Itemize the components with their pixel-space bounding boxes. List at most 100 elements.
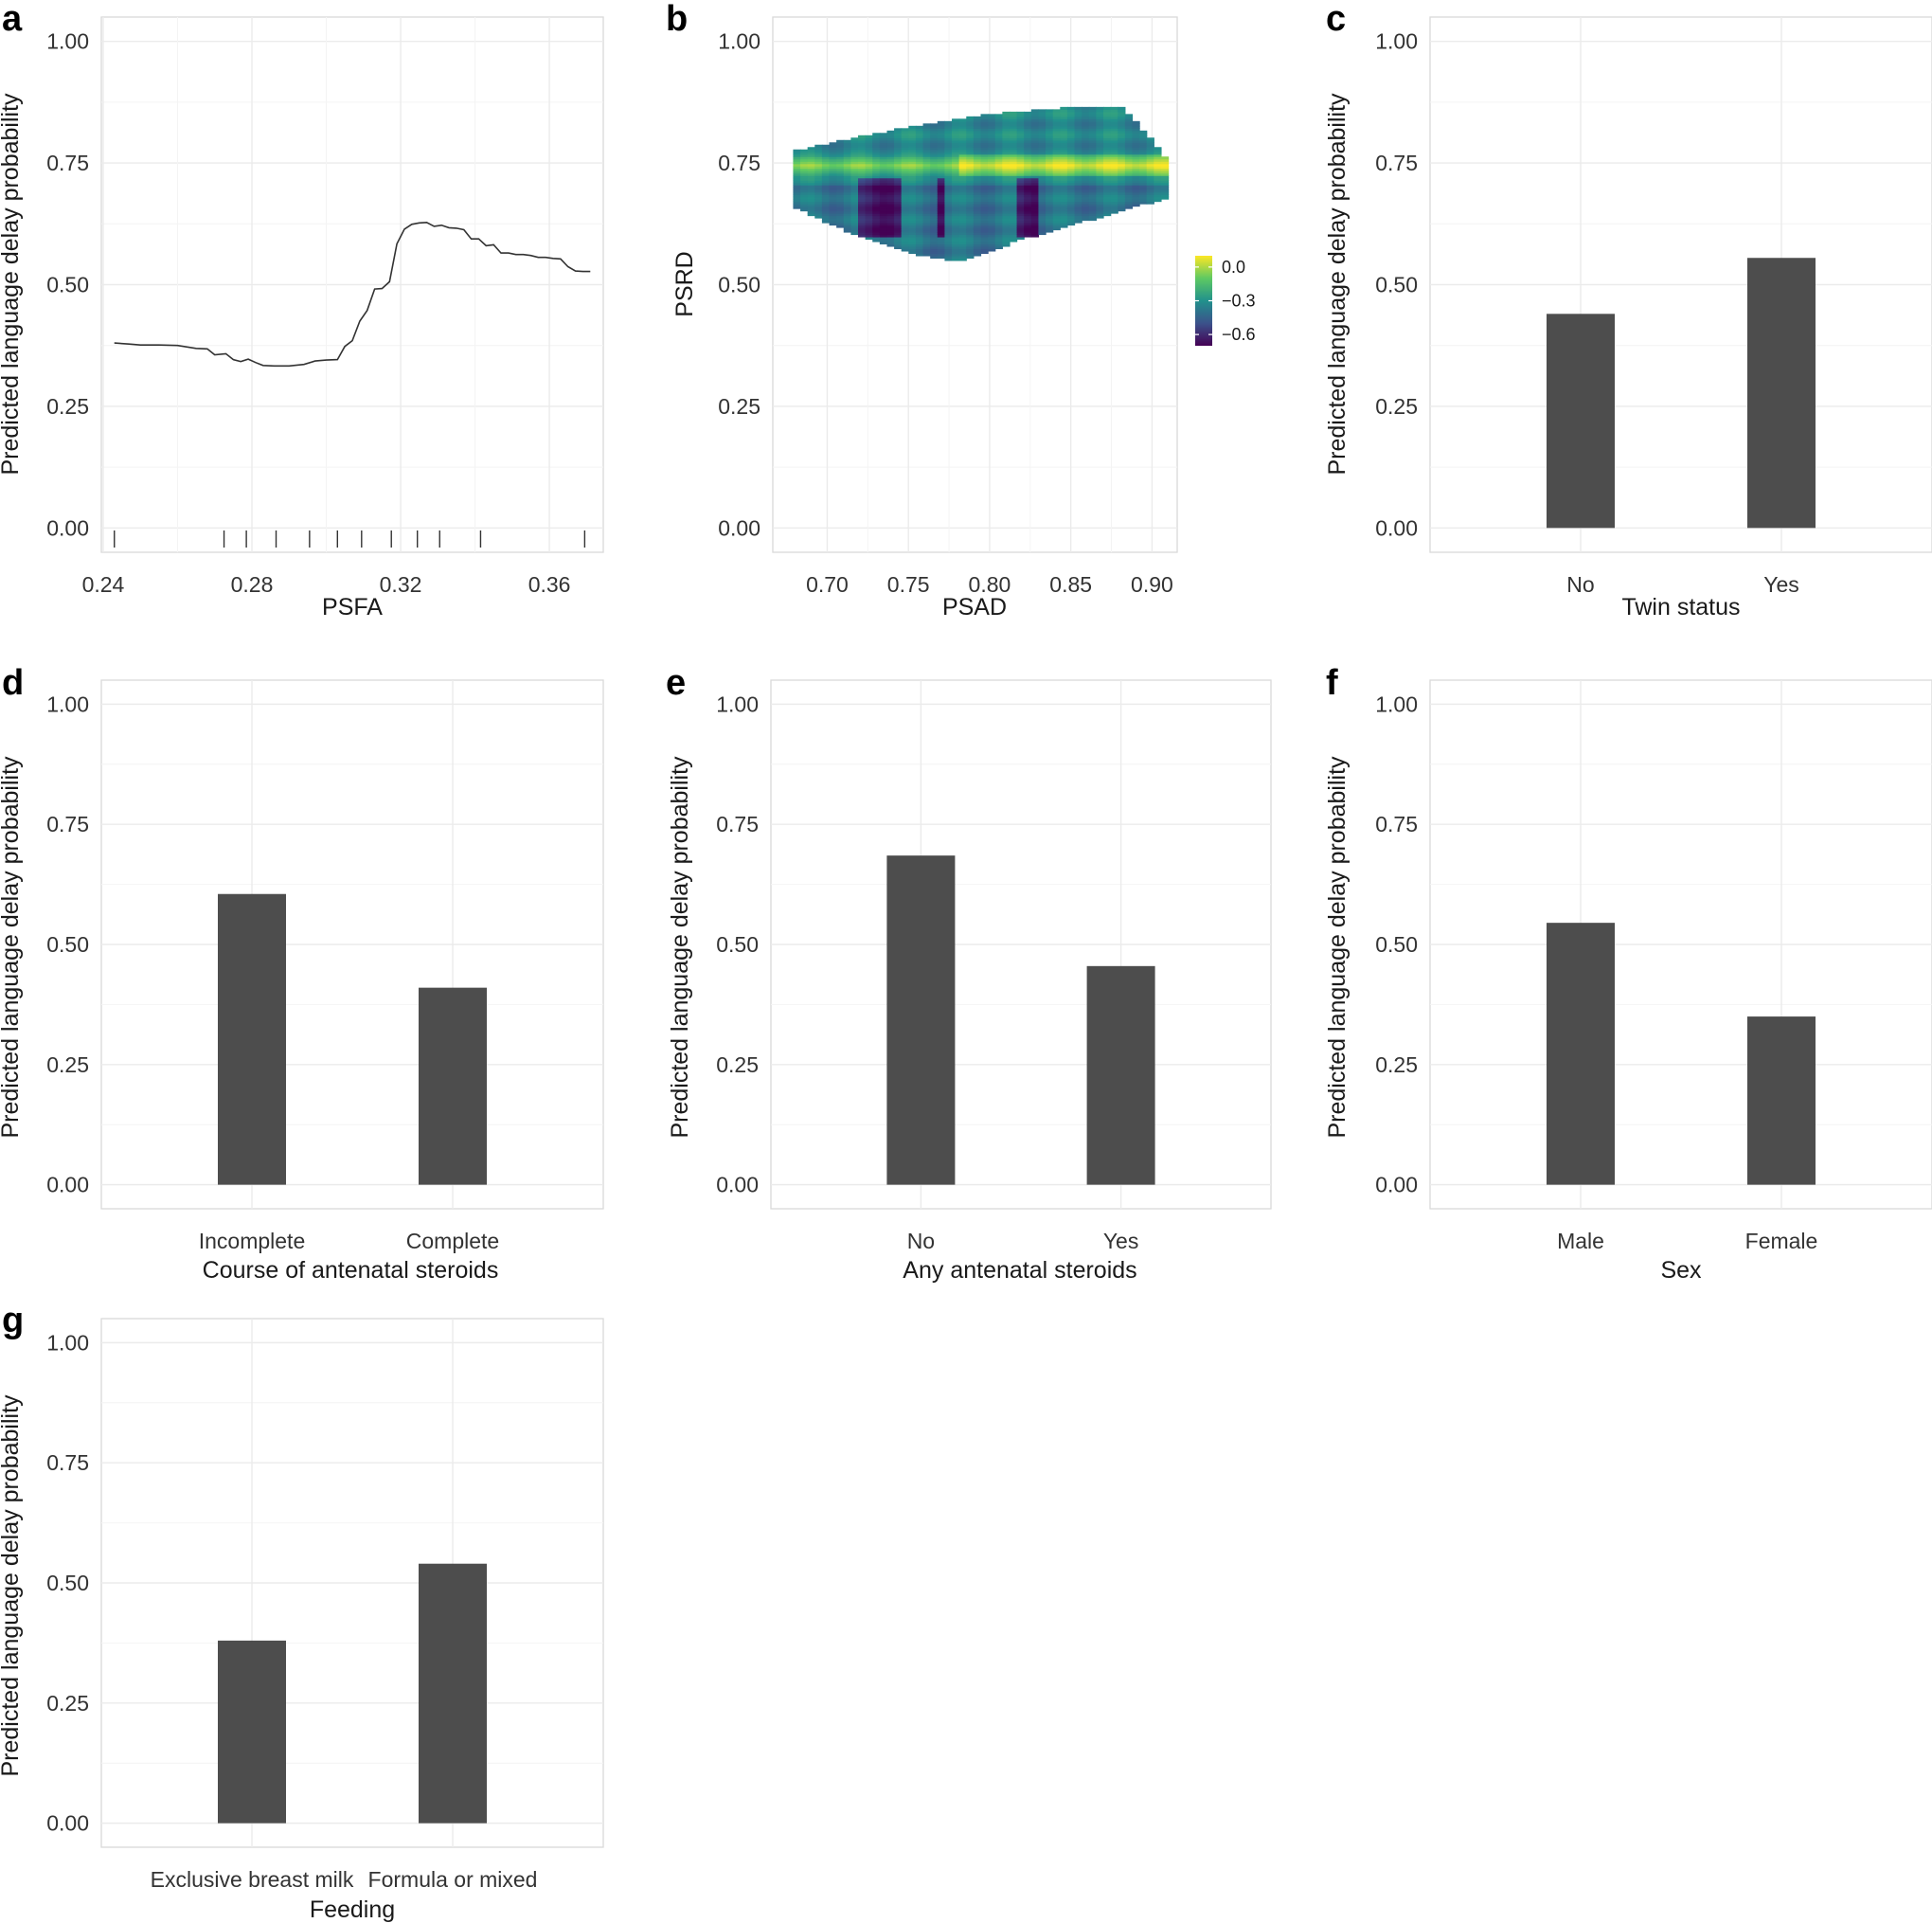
heatmap-cell <box>879 199 888 203</box>
heatmap-cell <box>1052 114 1061 117</box>
heatmap-cell <box>807 149 815 153</box>
heatmap-cell <box>1024 204 1032 207</box>
heatmap-cell <box>865 196 873 200</box>
heatmap-cell <box>994 189 1003 193</box>
y-tick-label: 0.00 <box>1375 1173 1418 1197</box>
panel-f: f 0.000.250.500.751.00 Male Female Sex Pr… <box>1324 663 1932 1284</box>
heatmap-cell <box>988 144 996 148</box>
heatmap-cell <box>908 208 917 212</box>
heatmap-cell <box>1030 225 1040 228</box>
heatmap-cell <box>1110 166 1118 170</box>
heatmap-cell <box>980 161 989 165</box>
heatmap-cell <box>1132 147 1140 151</box>
heatmap-cell <box>1103 191 1112 195</box>
heatmap-cell <box>966 158 975 162</box>
heatmap-cell <box>1009 239 1018 243</box>
heatmap-cell <box>1052 201 1061 205</box>
heatmap-cell <box>879 220 888 224</box>
heatmap-cell <box>1052 118 1061 122</box>
heatmap-cell <box>1124 158 1134 162</box>
heatmap-cell <box>858 208 867 212</box>
heatmap-cell <box>1030 137 1040 141</box>
heatmap-cell <box>966 166 975 170</box>
heatmap-cell <box>1024 130 1032 134</box>
heatmap-cell <box>1024 196 1032 200</box>
heatmap-cell <box>865 218 873 222</box>
heatmap-cell <box>1088 206 1097 209</box>
heatmap-cell <box>1060 147 1068 151</box>
heatmap-cell <box>886 152 895 155</box>
heatmap-cell <box>814 180 823 184</box>
heatmap-cell <box>915 175 924 179</box>
heatmap-cell <box>930 255 939 259</box>
heatmap-cell <box>879 177 888 181</box>
heatmap-cell <box>908 196 917 200</box>
heatmap-cell <box>1160 158 1170 162</box>
heatmap-cell <box>994 114 1003 117</box>
heatmap-cell <box>980 149 989 153</box>
heatmap-cell <box>1066 163 1076 167</box>
heatmap-cell <box>1139 194 1148 198</box>
heatmap-cell <box>930 185 939 189</box>
heatmap-cell <box>1009 223 1018 226</box>
heatmap-cell <box>872 194 881 198</box>
heatmap-cell <box>872 223 881 226</box>
heatmap-cell <box>836 149 845 153</box>
heatmap-cell <box>1132 158 1140 162</box>
heatmap-cell <box>1132 180 1140 184</box>
heatmap-cell <box>966 206 975 209</box>
heatmap-cell <box>994 210 1003 214</box>
heatmap-cell <box>952 125 960 129</box>
heatmap-cell <box>894 153 903 157</box>
heatmap-cell <box>1030 191 1040 195</box>
heatmap-cell <box>1082 201 1090 205</box>
heatmap-cell <box>1030 210 1040 214</box>
heatmap-cell <box>1009 189 1018 193</box>
heatmap-cell <box>901 225 909 228</box>
heatmap-cell <box>1132 144 1140 148</box>
heatmap-cell <box>1016 182 1025 186</box>
heatmap-cell <box>886 149 895 153</box>
heatmap-cell <box>930 142 939 146</box>
heatmap-cell <box>958 182 967 186</box>
heatmap-cell <box>973 223 982 226</box>
heatmap-cell <box>958 196 967 200</box>
heatmap-cell <box>879 158 888 162</box>
heatmap-cell <box>980 220 989 224</box>
heatmap-cell <box>894 225 903 228</box>
heatmap-cell <box>1146 180 1154 184</box>
panel-a-x-axis-title: PSFA <box>322 594 383 620</box>
heatmap-cell <box>843 149 851 153</box>
heatmap-cell <box>1154 163 1162 167</box>
heatmap-cell <box>1118 163 1126 167</box>
heatmap-cell <box>1046 166 1054 170</box>
heatmap-cell <box>915 128 924 132</box>
heatmap-cell <box>800 189 809 193</box>
heatmap-cell <box>821 171 831 174</box>
heatmap-cell <box>1066 152 1076 155</box>
heatmap-cell <box>922 171 931 174</box>
heatmap-cell <box>1160 187 1170 190</box>
heatmap-cell <box>865 163 873 167</box>
heatmap-cell <box>1124 133 1134 136</box>
heatmap-cell <box>1038 180 1046 184</box>
heatmap-cell <box>1066 208 1076 212</box>
heatmap-cell <box>915 241 924 245</box>
heatmap-cell <box>836 171 845 174</box>
heatmap-cell <box>988 180 996 184</box>
heatmap-cell <box>836 142 845 146</box>
heatmap-cell <box>958 255 967 259</box>
heatmap-cell <box>922 153 931 157</box>
heatmap-cell <box>1002 153 1011 157</box>
heatmap-cell <box>958 175 967 179</box>
heatmap-cell <box>1024 175 1032 179</box>
heatmap-cell <box>1016 114 1025 117</box>
heatmap-cell <box>843 152 851 155</box>
heatmap-cell <box>988 225 996 228</box>
heatmap-cell <box>994 137 1003 141</box>
heatmap-cell <box>922 250 931 255</box>
heatmap-cell <box>1030 161 1040 165</box>
heatmap-cell <box>994 142 1003 146</box>
y-tick-label: 0.25 <box>46 1691 89 1716</box>
heatmap-cell <box>872 168 881 171</box>
